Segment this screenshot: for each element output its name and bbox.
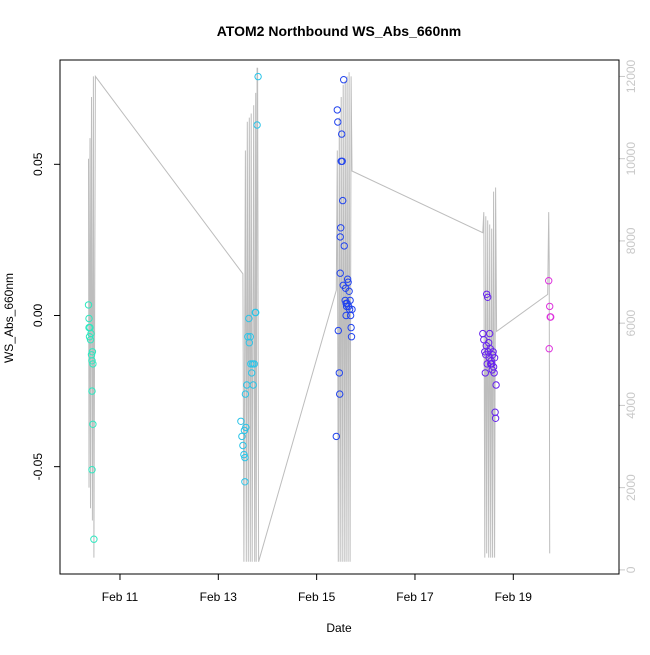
data-point bbox=[339, 196, 347, 205]
data-point bbox=[237, 417, 245, 425]
data-point bbox=[88, 387, 96, 395]
data-point bbox=[252, 308, 260, 317]
data-point bbox=[241, 390, 250, 398]
background-series-line bbox=[88, 67, 551, 562]
data-point bbox=[344, 278, 352, 286]
data-point bbox=[483, 290, 491, 298]
data-point bbox=[254, 72, 262, 81]
data-point bbox=[246, 333, 255, 341]
data-point bbox=[248, 369, 256, 377]
data-point bbox=[240, 426, 249, 435]
data-point bbox=[492, 381, 500, 389]
data-point bbox=[342, 311, 350, 320]
data-point bbox=[340, 242, 348, 250]
data-point bbox=[347, 333, 356, 341]
y-axis-tick-label: 0.05 bbox=[31, 152, 45, 176]
data-point bbox=[239, 441, 247, 450]
axes-layer: -0.05 0.00 0.05 Feb 11 Feb 13 Feb 15 Feb 17 Feb… bbox=[31, 59, 638, 604]
plot-frame bbox=[59, 59, 620, 575]
data-point bbox=[88, 348, 97, 356]
data-point bbox=[84, 301, 93, 309]
x-axis-tick-label: Feb 13 bbox=[200, 590, 238, 604]
data-point bbox=[338, 157, 346, 166]
data-point bbox=[484, 293, 492, 301]
data-point bbox=[238, 432, 246, 441]
data-point bbox=[491, 414, 500, 422]
data-point bbox=[490, 354, 499, 362]
x-axis-tick-label: Feb 11 bbox=[102, 590, 139, 604]
data-point bbox=[245, 314, 253, 323]
data-point bbox=[334, 118, 342, 126]
data-point bbox=[347, 323, 355, 332]
data-point bbox=[545, 345, 553, 353]
y2-axis-tick-label: 12000 bbox=[624, 59, 638, 93]
y-axis-tick-label: -0.05 bbox=[31, 453, 45, 481]
data-point bbox=[250, 360, 258, 368]
data-point bbox=[249, 381, 257, 389]
data-points-layer bbox=[84, 72, 555, 543]
data-point bbox=[240, 450, 248, 459]
y-axis-label: WS_Abs_660nm bbox=[2, 273, 16, 363]
data-point bbox=[85, 314, 93, 323]
data-point bbox=[333, 106, 341, 114]
data-point bbox=[241, 478, 249, 486]
data-point bbox=[336, 390, 344, 398]
data-point bbox=[343, 275, 352, 283]
data-point bbox=[253, 121, 261, 129]
data-point bbox=[545, 277, 553, 285]
y2-axis-tick-label: 0 bbox=[624, 566, 638, 573]
data-point bbox=[336, 269, 344, 277]
data-point bbox=[338, 130, 346, 138]
data-point bbox=[334, 326, 342, 335]
x-axis-tick-label: Feb 19 bbox=[495, 590, 533, 604]
data-point bbox=[348, 305, 356, 314]
y2-axis-tick-label: 10000 bbox=[624, 142, 638, 176]
data-point bbox=[490, 369, 498, 377]
data-point bbox=[335, 369, 343, 377]
data-point bbox=[247, 360, 255, 368]
x-axis-tick-label: Feb 15 bbox=[298, 590, 336, 604]
x-axis-label: Date bbox=[326, 621, 352, 635]
x-axis-tick-label: Feb 17 bbox=[396, 590, 434, 604]
data-point bbox=[88, 466, 96, 474]
chart-title: ATOM2 Northbound WS_Abs_660nm bbox=[217, 23, 462, 39]
data-point bbox=[486, 329, 494, 338]
y2-axis-tick-label: 8000 bbox=[624, 227, 638, 254]
data-point bbox=[337, 224, 345, 232]
data-point bbox=[90, 535, 98, 543]
data-point bbox=[89, 360, 97, 368]
background-series-layer bbox=[88, 67, 551, 562]
data-point bbox=[88, 357, 96, 365]
y2-axis-tick-label: 2000 bbox=[624, 474, 638, 501]
data-point bbox=[547, 313, 555, 321]
data-point bbox=[546, 302, 554, 311]
y2-axis-tick-label: 4000 bbox=[624, 392, 638, 419]
data-point bbox=[332, 432, 340, 441]
data-point bbox=[87, 329, 95, 338]
data-point bbox=[345, 287, 353, 295]
y-axis-tick-label: 0.00 bbox=[31, 303, 45, 327]
data-point bbox=[336, 233, 344, 241]
data-point bbox=[340, 76, 348, 84]
data-point bbox=[241, 453, 249, 462]
data-point bbox=[481, 369, 489, 377]
y2-axis-tick-label: 6000 bbox=[624, 309, 638, 336]
data-point bbox=[342, 299, 350, 308]
data-point bbox=[89, 420, 97, 428]
